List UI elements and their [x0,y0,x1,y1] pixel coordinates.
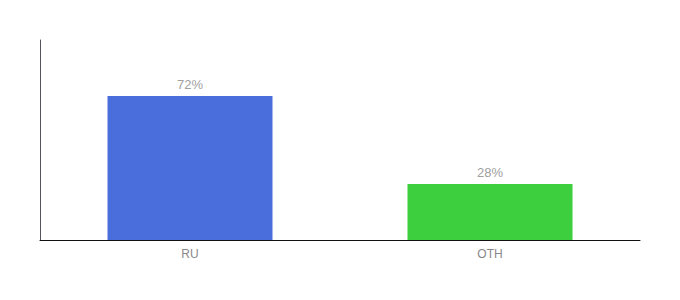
svg-text:72%: 72% [177,77,203,92]
svg-text:RU: RU [181,247,198,261]
svg-text:OTH: OTH [477,247,502,261]
svg-text:28%: 28% [477,165,503,180]
